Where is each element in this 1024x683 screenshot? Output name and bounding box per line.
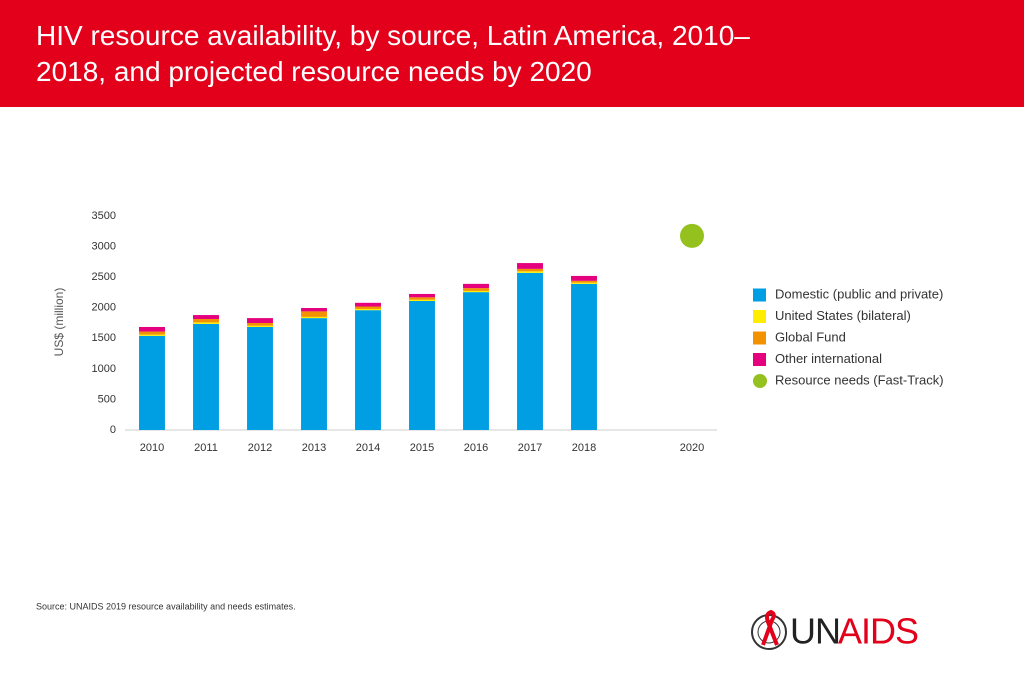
legend-marker [753, 374, 767, 388]
legend-label: Domestic (public and private) [775, 286, 943, 301]
bar-segment [355, 302, 381, 307]
bar-segment [355, 308, 381, 311]
y-tick-label: 2500 [92, 271, 116, 283]
bar-segment [517, 272, 543, 430]
y-tick-label: 3000 [92, 240, 116, 252]
point [680, 223, 704, 248]
legend-label: United States (bilateral) [775, 308, 911, 323]
logo-emblem [751, 609, 787, 650]
bar-segment [247, 318, 273, 323]
x-tick-label: 2018 [572, 442, 596, 454]
x-tick-label: 2010 [140, 442, 164, 454]
bar-segment [463, 288, 489, 291]
bar-segment [517, 263, 543, 269]
y-tick-label: 1000 [92, 363, 116, 375]
legend-label: Resource needs (Fast-Track) [775, 372, 944, 387]
x-tick-label: 2013 [302, 442, 326, 454]
bar-segment [517, 268, 543, 272]
bar-segment [193, 319, 219, 323]
header: HIV resource availability, by source, La… [0, 0, 1024, 107]
bar-segment [247, 326, 273, 430]
logo-un: UN [790, 611, 840, 652]
legend-marker [753, 288, 766, 302]
bar-segment [517, 271, 543, 273]
bar-segment [247, 323, 273, 326]
y-tick-label: 3500 [92, 210, 116, 222]
bar-segment [139, 331, 165, 335]
bar-segment [193, 323, 219, 430]
bar-segment [301, 318, 327, 430]
y-tick-label: 2000 [92, 302, 116, 314]
x-tick-label: 2017 [518, 442, 542, 454]
bar-segment [355, 310, 381, 430]
y-tick-label: 1500 [92, 332, 116, 344]
bar-segment [409, 299, 435, 301]
bar-segment [409, 300, 435, 430]
x-tick-label: 2020 [680, 442, 704, 454]
legend-marker [753, 331, 766, 345]
bar-segment [463, 290, 489, 293]
x-tick-label: 2011 [194, 442, 218, 454]
bar-segment [571, 283, 597, 430]
legend-marker [753, 310, 766, 323]
y-tick-label: 500 [98, 393, 116, 405]
bar-segment [409, 293, 435, 298]
bar-segment [571, 280, 597, 283]
bar-segment [139, 334, 165, 336]
bar-segment [193, 315, 219, 320]
legend-label: Global Fund [775, 329, 846, 344]
x-tick-label: 2014 [356, 442, 380, 454]
chart-title: HIV resource availability, by source, La… [36, 20, 750, 87]
x-tick-label: 2015 [410, 442, 434, 454]
x-tick-label: 2012 [248, 442, 272, 454]
bar-segment [463, 292, 489, 430]
bar-segment [463, 283, 489, 289]
logo-aids: AIDS [838, 611, 918, 652]
legend-label: Other international [775, 351, 882, 366]
bar-segment [355, 306, 381, 309]
x-tick-label: 2016 [464, 442, 488, 454]
bar-segment [571, 275, 597, 281]
y-tick-label: 0 [110, 424, 116, 436]
legend-marker [753, 353, 766, 366]
bar-segment [139, 326, 165, 332]
bar-segment [301, 308, 327, 312]
bar-segment [301, 316, 327, 319]
bar-segment [193, 322, 219, 324]
y-axis-label: US$ (million) [52, 288, 66, 357]
bar-segment [571, 282, 597, 284]
bar-segment [409, 297, 435, 300]
bar-segment [301, 311, 327, 317]
bar-segment [247, 325, 273, 327]
bar-segment [139, 335, 165, 430]
source: Source: UNAIDS 2019 resource availabilit… [36, 601, 296, 611]
